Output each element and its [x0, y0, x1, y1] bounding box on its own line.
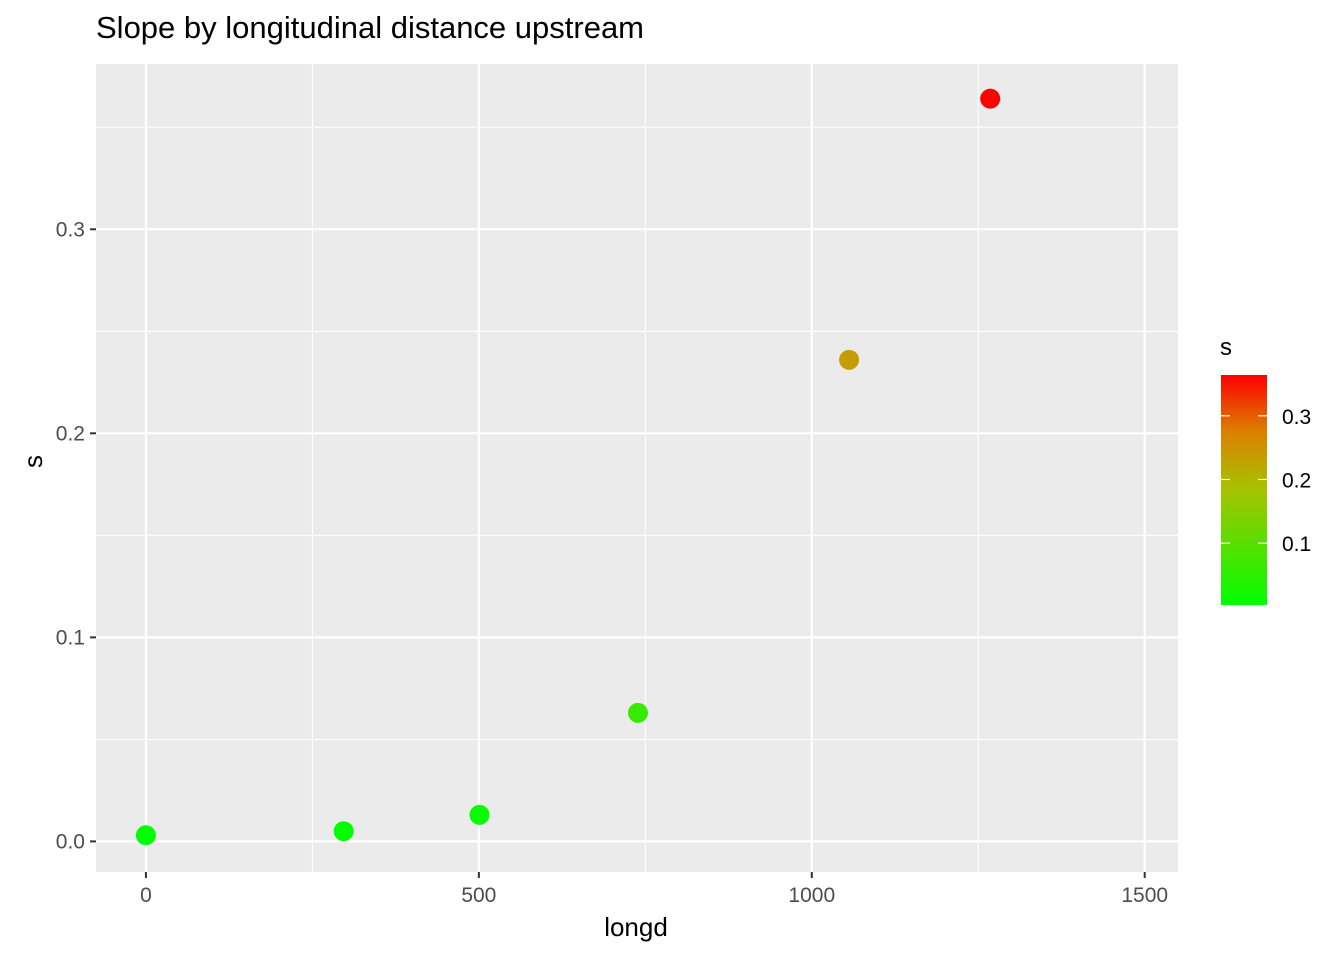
- x-tick-label: 1000: [788, 884, 835, 907]
- data-point: [469, 804, 490, 825]
- x-tick-label: 500: [461, 884, 496, 907]
- data-point: [627, 702, 648, 723]
- y-tick-label: 0.1: [56, 626, 85, 649]
- major-gridlines: [96, 64, 1178, 872]
- y-tick-label: 0.3: [56, 218, 85, 241]
- x-axis-label: longd: [604, 912, 668, 942]
- y-axis-label: s: [18, 455, 48, 468]
- colorbar-tick-label: 0.2: [1282, 469, 1311, 492]
- axis-ticks: 0 500 1000 1500 0.0 0.1 0.2 0.3: [56, 218, 1168, 907]
- legend-title: s: [1220, 334, 1232, 361]
- colorbar-tick-label: 0.1: [1282, 533, 1311, 556]
- data-point: [839, 349, 860, 370]
- colorbar: [1221, 375, 1267, 605]
- x-tick-label: 0: [140, 884, 152, 907]
- y-tick-label: 0.0: [56, 830, 85, 853]
- minor-gridlines: [96, 64, 1178, 872]
- data-point: [135, 825, 156, 846]
- chart-title: Slope by longitudinal distance upstream: [96, 10, 645, 45]
- y-tick-label: 0.2: [56, 422, 85, 445]
- data-point: [980, 88, 1001, 109]
- data-point: [333, 821, 354, 842]
- colorbar-tick-label: 0.3: [1282, 406, 1311, 429]
- x-tick-label: 1500: [1121, 884, 1168, 907]
- data-points: [135, 88, 1001, 846]
- plot-panel: [96, 64, 1178, 872]
- colorbar-ticks: 0.1 0.2 0.3: [1221, 406, 1311, 556]
